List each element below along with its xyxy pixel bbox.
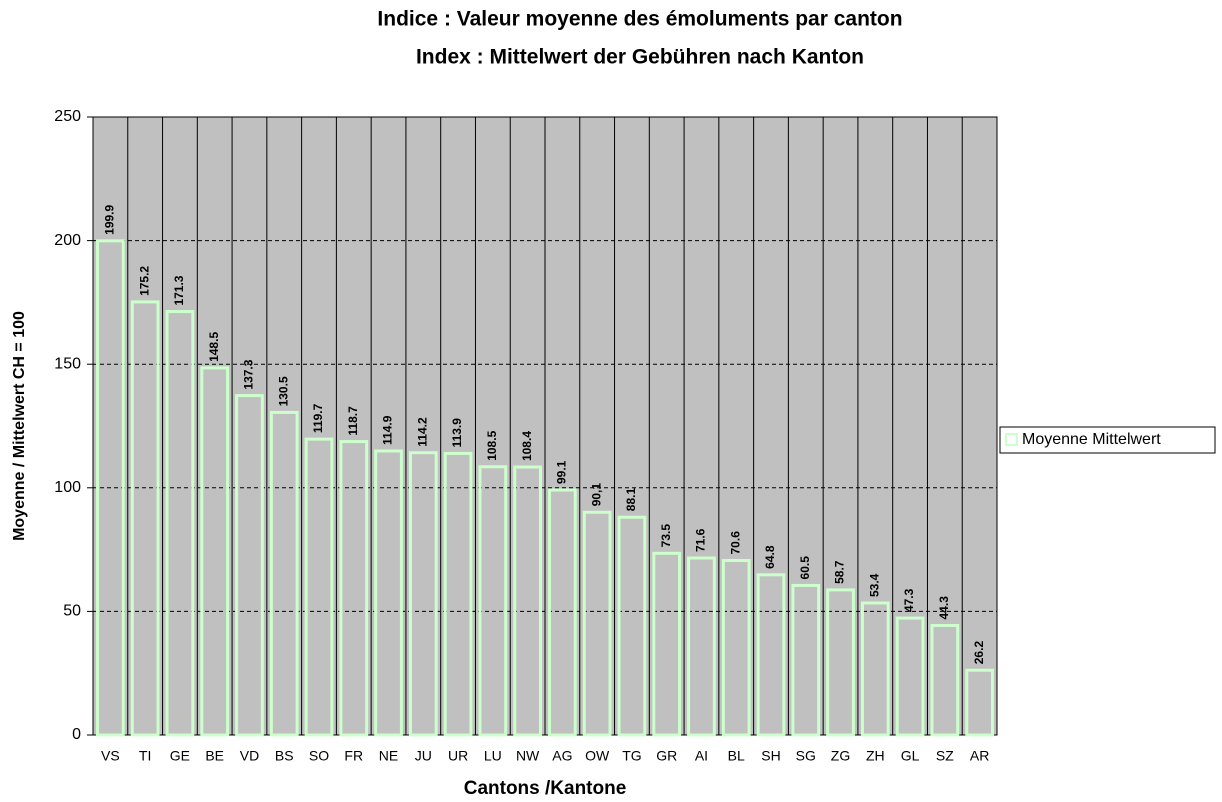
data-label: 199.9 [103,204,117,234]
x-tick-label: BS [275,748,294,764]
x-tick-label: TI [139,748,151,764]
data-label: 44.3 [937,596,951,620]
bar [165,310,195,737]
data-label: 26.2 [972,641,986,665]
data-label: 73.5 [659,524,673,548]
x-tick-label: SZ [936,748,954,764]
x-axis-title: Cantons /Kantone [464,778,627,799]
bar [478,465,508,737]
y-tick-label: 250 [54,108,81,125]
bar [513,465,542,737]
x-tick-label: BL [728,748,745,764]
x-tick-label: GE [170,748,190,764]
data-label: 108.5 [485,430,499,460]
bar [930,623,960,737]
bar [304,437,334,737]
x-tick-label: SO [309,748,329,764]
bar [200,366,230,737]
x-tick-label: VD [240,748,259,764]
bar [269,410,299,737]
x-tick-label: SH [761,748,780,764]
x-tick-label: UR [448,748,468,764]
bar [721,558,751,737]
x-tick-label: GR [656,748,677,764]
x-tick-label: TG [622,748,641,764]
bar [860,601,890,737]
data-label: 64.8 [763,545,777,569]
data-label: 114.9 [381,415,395,445]
bar [826,588,855,737]
bar [687,556,716,737]
data-label: 171.3 [172,275,186,305]
y-tick-label: 150 [54,355,81,372]
data-label: 90,1 [589,483,603,507]
data-label: 108.4 [520,431,534,461]
data-label: 71.6 [694,528,708,552]
chart-subtitle: Index : Mittelwert der Gebühren nach Kan… [416,46,864,69]
x-tick-label: SG [796,748,816,764]
x-tick-label: AR [970,748,989,764]
legend-box [999,426,1216,454]
data-label: 88.1 [624,488,638,512]
bar [235,394,264,737]
bar [443,451,473,737]
data-label: 137.3 [242,359,256,389]
data-label: 60.5 [798,556,812,580]
bar [652,551,682,737]
data-label: 175.2 [137,266,151,296]
bar [617,515,647,737]
x-tick-label: AI [695,748,708,764]
data-label: 148.5 [207,332,221,362]
chart-title: Indice : Valeur moyenne des émoluments p… [377,8,902,31]
data-label: 99.1 [555,460,569,484]
data-label: 118.7 [346,406,360,436]
y-tick-label: 50 [63,603,81,620]
y-axis-title: Moyenne / Mittelwert CH = 100 [11,311,28,541]
bar [895,616,925,737]
data-label: 119.7 [311,403,325,433]
data-label: 113.9 [450,418,464,448]
x-tick-label: ZG [831,748,850,764]
bar [374,449,403,737]
bar [756,573,786,737]
bar [408,451,438,737]
x-tick-label: VS [101,748,120,764]
x-tick-label: OW [585,748,610,764]
y-tick-label: 100 [54,479,81,496]
bar [130,300,160,737]
x-tick-label: ZH [866,748,885,764]
x-tick-label: BE [205,748,224,764]
x-tick-label: GL [901,748,920,764]
bar [96,239,125,737]
x-tick-label: NE [379,748,398,764]
x-tick-label: NW [516,748,540,764]
data-label: 70.6 [728,531,742,555]
x-tick-label: FR [344,748,363,764]
data-label: 130.5 [276,376,290,406]
y-tick-label: 200 [54,232,81,249]
legend-swatch [1005,433,1018,446]
x-tick-label: AG [552,748,572,764]
legend-label: Moyenne Mittelwert [1022,431,1161,448]
bar [582,510,612,737]
x-tick-label: JU [415,748,432,764]
bar [339,440,369,737]
data-label: 114.2 [415,417,429,447]
x-tick-label: LU [484,748,502,764]
data-label: 53.4 [867,573,881,597]
y-tick-label: 0 [72,726,81,743]
data-label: 47.3 [902,588,916,612]
bar [965,668,994,737]
data-label: 58.7 [833,560,847,584]
bar [548,488,577,737]
bar [791,583,821,737]
